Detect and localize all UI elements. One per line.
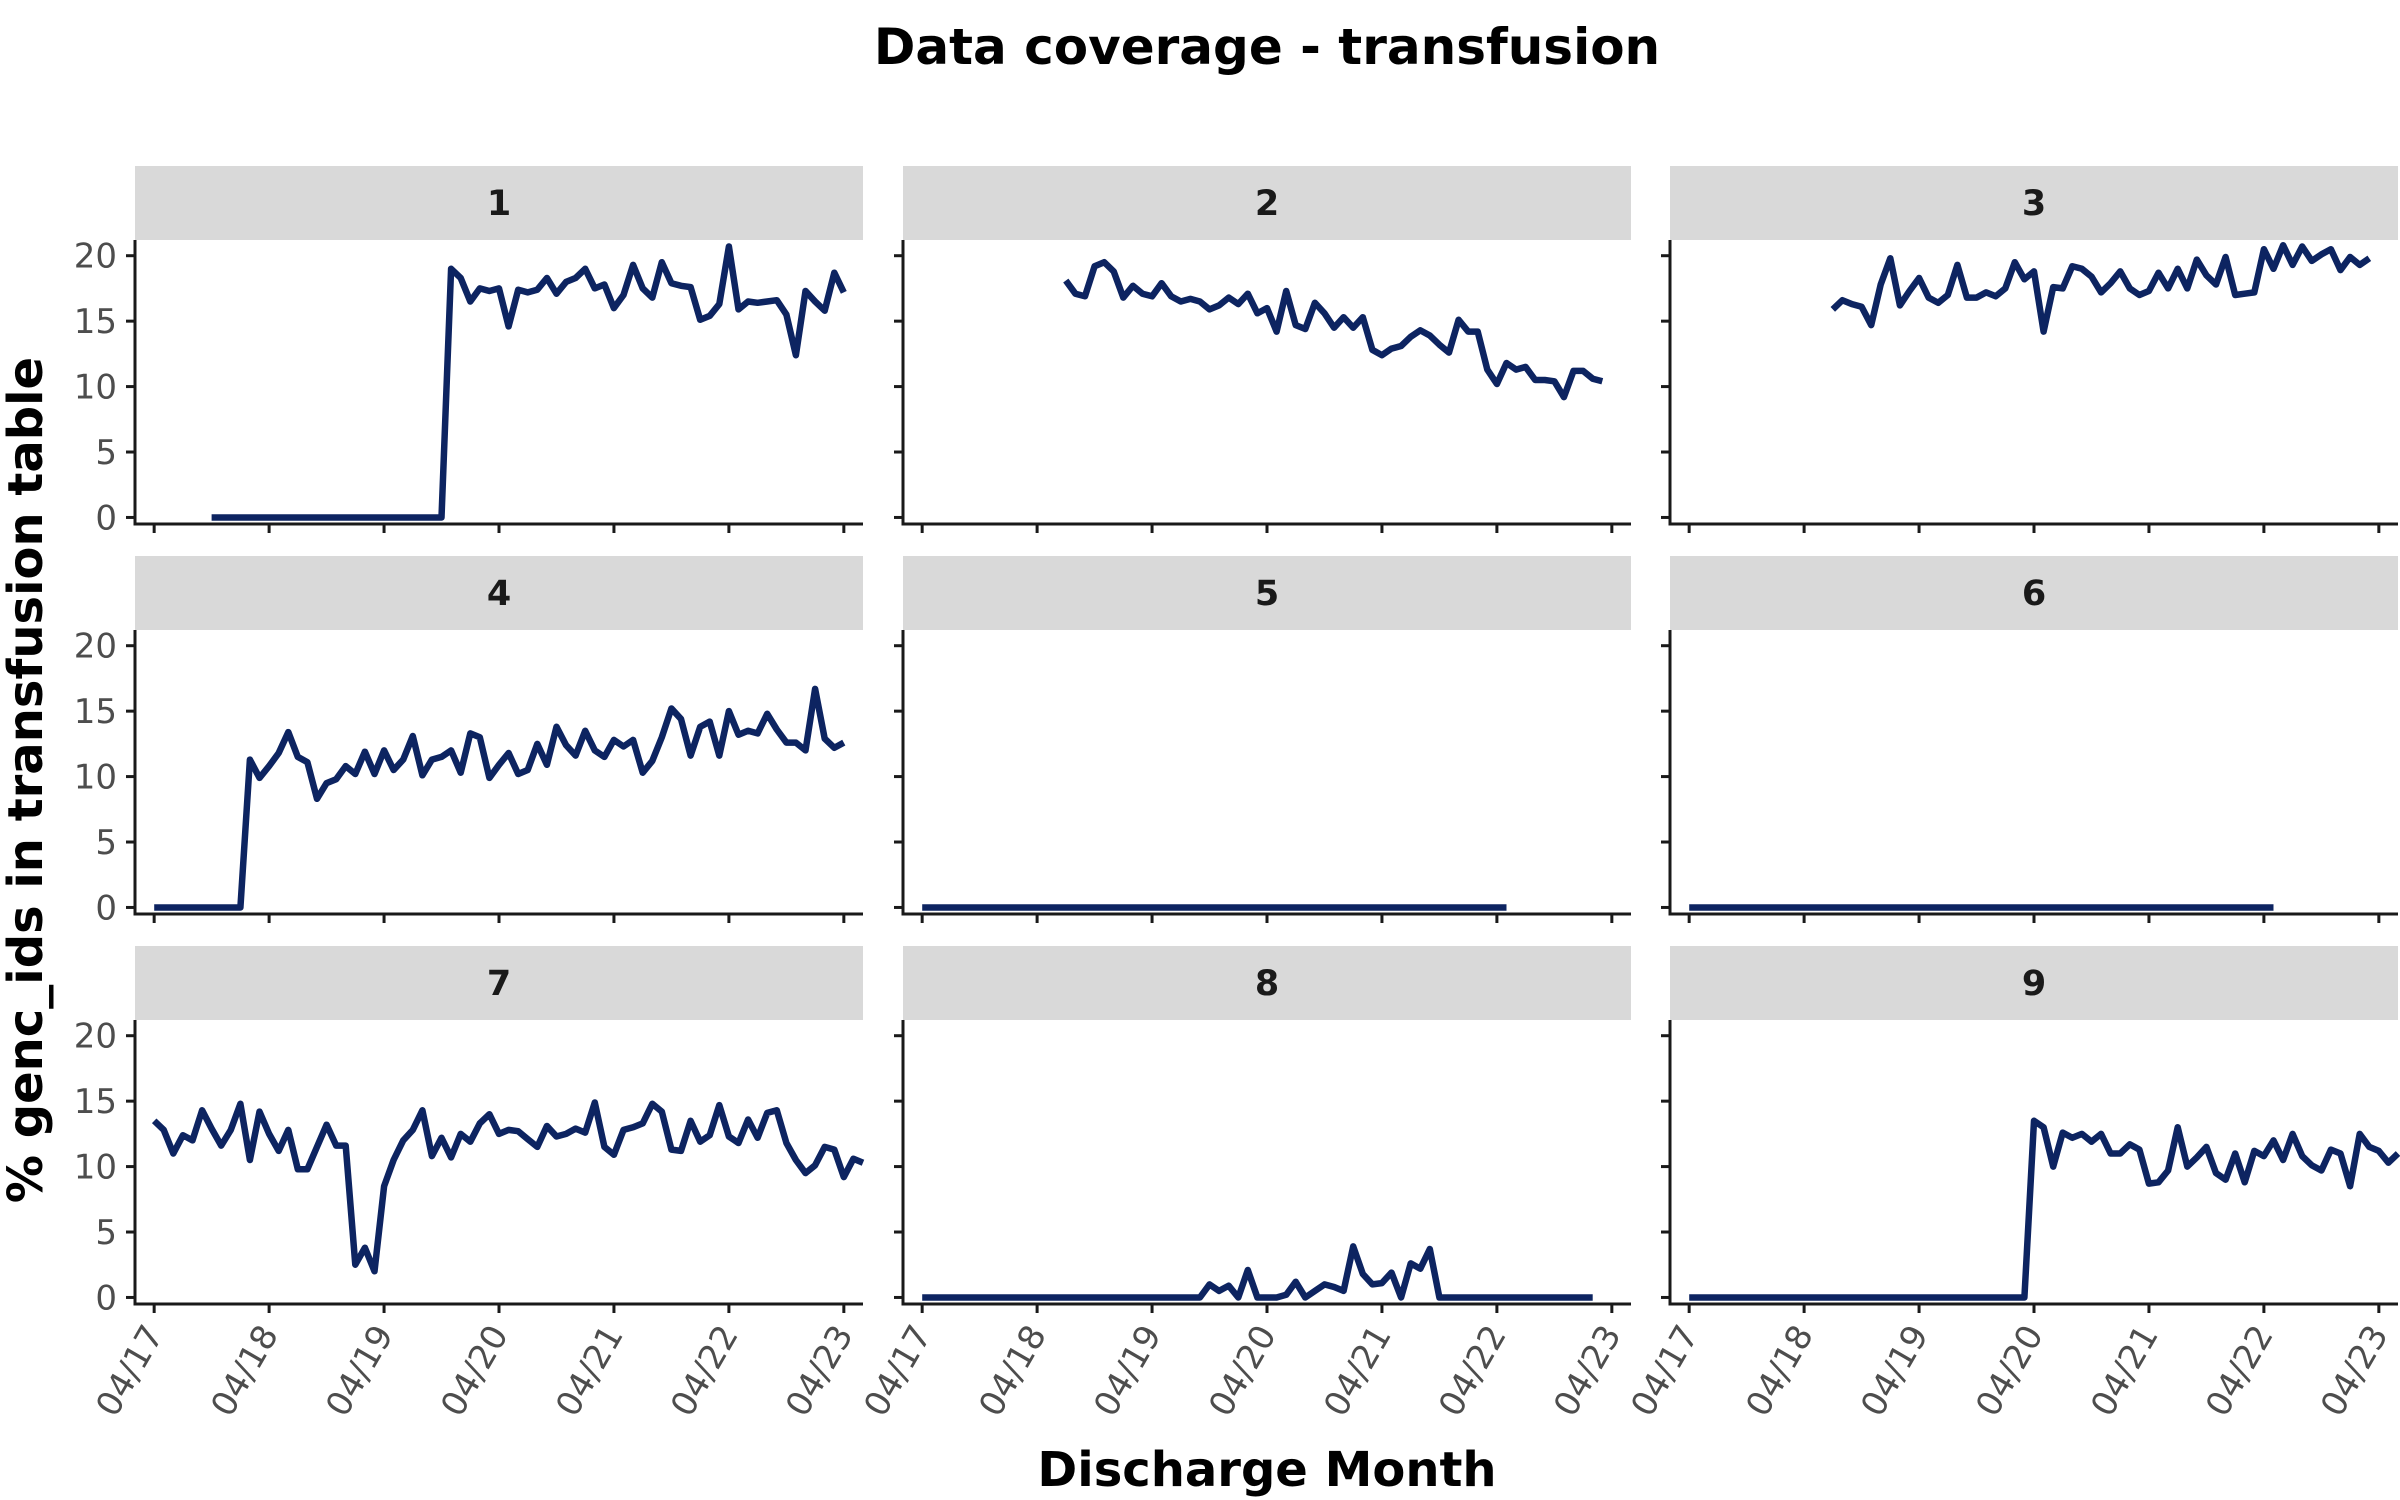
facet-panel-7: 7 0 5 10 15 20 04/17 04/18 04/19 04/20 04/21 04/22 0… [74, 946, 865, 1424]
series-line [211, 243, 847, 521]
facet-panel-8: 8 04/17 04/18 04/19 04/20 04/21 04/22 04/23 [856, 946, 1631, 1423]
facet-panel-2: 2 [894, 166, 1631, 533]
y-tick-label: 15 [74, 1082, 117, 1122]
x-tick-label: 04/20 [1201, 1319, 1285, 1424]
x-tick-label: 04/17 [856, 1319, 940, 1424]
x-tick-label: 04/21 [2083, 1319, 2167, 1424]
facet-panel-3: 3 [1661, 166, 2398, 533]
y-tick-label: 15 [74, 302, 117, 342]
y-tick-label: 15 [74, 692, 117, 732]
facet-strip-label: 5 [1255, 574, 1279, 614]
y-tick-label: 5 [95, 1213, 117, 1253]
x-tick-label: 04/23 [1546, 1319, 1630, 1424]
x-tick-label: 04/21 [1316, 1319, 1400, 1424]
y-tick-label: 0 [95, 888, 117, 928]
facet-strip [903, 556, 1631, 630]
facet-strip [1670, 946, 2398, 1020]
x-tick-label: 04/21 [548, 1319, 632, 1424]
facet-strip-label: 3 [2022, 184, 2046, 224]
facet-strip [1670, 166, 2398, 240]
x-axis-title: Discharge Month [1037, 1442, 1496, 1498]
y-tick-label: 5 [95, 433, 117, 473]
x-tick-label: 04/22 [2198, 1319, 2282, 1424]
y-tick-label: 5 [95, 823, 117, 863]
y-tick-label: 0 [95, 498, 117, 538]
x-tick-label: 04/20 [433, 1319, 517, 1424]
x-tick-label: 04/22 [1431, 1319, 1515, 1424]
series-line [151, 1099, 865, 1275]
facet-strip [903, 946, 1631, 1020]
series-line [1063, 258, 1604, 401]
y-tick-label: 10 [74, 758, 117, 798]
facet-strip [1670, 556, 2398, 630]
x-tick-label: 04/22 [663, 1319, 747, 1424]
facet-panel-4: 4 0 5 10 15 20 [74, 556, 863, 928]
facet-strip [135, 946, 863, 1020]
facet-strip-label: 8 [1255, 964, 1279, 1004]
chart-title: Data coverage - transfusion [874, 18, 1660, 76]
y-tick-label: 10 [74, 368, 117, 408]
x-tick-label: 04/20 [1968, 1319, 2052, 1424]
x-tick-label: 04/19 [318, 1319, 402, 1424]
facet-strip-label: 4 [487, 574, 511, 614]
y-tick-label: 20 [74, 627, 117, 667]
x-tick-label: 04/17 [1623, 1319, 1707, 1424]
facet-strip [135, 166, 863, 240]
x-tick-label: 04/18 [971, 1319, 1055, 1424]
x-tick-label: 04/17 [88, 1319, 172, 1424]
series-line [1689, 1117, 2400, 1301]
facet-strip-label: 2 [1255, 184, 1279, 224]
y-tick-label: 10 [74, 1148, 117, 1188]
facet-strip [135, 556, 863, 630]
facet-strip-label: 7 [487, 964, 511, 1004]
x-tick-label: 04/19 [1086, 1319, 1170, 1424]
facet-panel-9: 9 04/17 04/18 04/19 04/20 04/21 04/22 04/23 [1623, 946, 2400, 1424]
x-tick-label: 04/18 [203, 1319, 287, 1424]
x-tick-label: 04/23 [778, 1319, 862, 1424]
facet-panel-5: 5 [894, 556, 1631, 923]
y-tick-label: 0 [95, 1278, 117, 1318]
x-tick-label: 04/18 [1738, 1319, 1822, 1424]
series-line [1830, 241, 2372, 335]
y-axis-title: % genc_ids in transfusion table [0, 357, 54, 1203]
series-line [154, 685, 846, 911]
y-tick-label: 20 [74, 1017, 117, 1057]
x-tick-label: 04/23 [2313, 1319, 2397, 1424]
facet-panel-6: 6 [1661, 556, 2398, 923]
facet-strip-label: 1 [487, 184, 511, 224]
series-line [922, 1243, 1593, 1301]
facet-strip-label: 6 [2022, 574, 2046, 614]
facet-strip-label: 9 [2022, 964, 2046, 1004]
x-tick-label: 04/19 [1853, 1319, 1937, 1424]
y-tick-label: 20 [74, 237, 117, 277]
facet-strip [903, 166, 1631, 240]
